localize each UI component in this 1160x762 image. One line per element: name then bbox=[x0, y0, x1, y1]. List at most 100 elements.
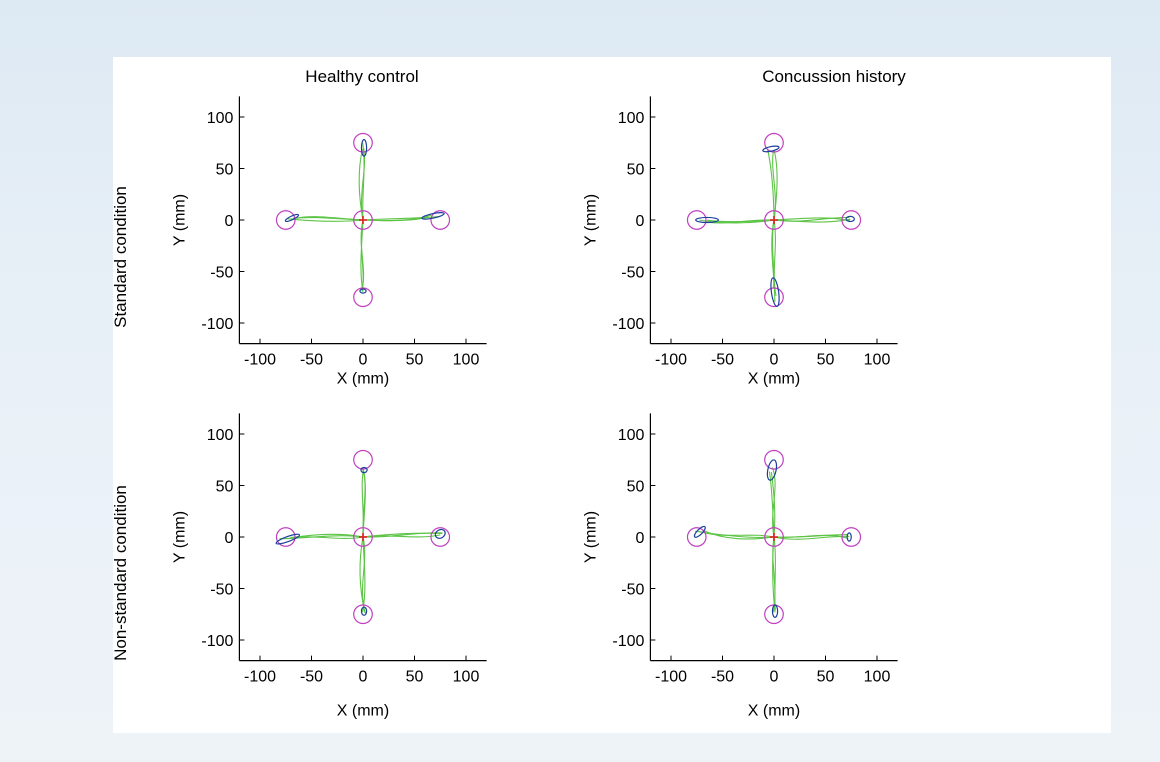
y-tick-label: -50 bbox=[210, 265, 233, 282]
y-axis-label: Y (mm) bbox=[171, 511, 188, 563]
endpoint-ellipse bbox=[845, 215, 855, 223]
plot-panel-2: -100 -50 0 50 100 100 50 0 -50 -100 X (mm) Y (mm) bbox=[582, 96, 898, 388]
y-axis-label: Y (mm) bbox=[171, 194, 188, 246]
x-tick-label: -50 bbox=[711, 352, 734, 369]
x-tick-label: -100 bbox=[655, 352, 687, 369]
endpoint-ellipse bbox=[762, 145, 780, 153]
x-tick-label: -50 bbox=[711, 669, 734, 686]
y-tick-label: 0 bbox=[224, 530, 233, 547]
endpoint-ellipse bbox=[766, 459, 778, 481]
plot-panel-1: -100 -50 0 50 100 100 50 0 -50 -100 X (mm) Y (mm) bbox=[171, 96, 487, 388]
trajectory-path bbox=[362, 216, 440, 221]
y-tick-label: 100 bbox=[618, 427, 645, 444]
x-tick-label: 100 bbox=[453, 352, 480, 369]
column-title-healthy-control: Healthy control bbox=[305, 67, 418, 86]
x-tick-label: 50 bbox=[817, 669, 835, 686]
target-circle bbox=[764, 132, 784, 153]
endpoint-ellipse bbox=[360, 139, 368, 157]
column-title-concussion-history: Concussion history bbox=[762, 67, 906, 86]
y-tick-label: -100 bbox=[201, 316, 233, 333]
y-tick-label: 100 bbox=[207, 427, 234, 444]
trajectory-path bbox=[360, 219, 365, 291]
x-tick-label: -100 bbox=[244, 352, 276, 369]
endpoint-ellipse bbox=[284, 213, 300, 223]
y-tick-label: -50 bbox=[210, 582, 233, 599]
trajectory-path bbox=[362, 216, 429, 222]
trajectory-path bbox=[360, 147, 366, 221]
target-circle bbox=[686, 210, 707, 230]
y-tick-label: 100 bbox=[618, 110, 645, 127]
figure-svg: Healthy control Concussion history Stand… bbox=[113, 67, 906, 720]
target-circle bbox=[764, 287, 784, 308]
trajectory-path bbox=[362, 534, 441, 538]
x-tick-label: -100 bbox=[244, 669, 276, 686]
trajectory-path bbox=[773, 217, 851, 222]
row-title-non-standard-condition: Non-standard condition bbox=[113, 485, 130, 661]
trajectory-path bbox=[773, 533, 849, 538]
target-circle bbox=[275, 527, 296, 547]
x-axis-label: X (mm) bbox=[748, 703, 800, 720]
x-tick-label: -100 bbox=[655, 669, 687, 686]
target-circle bbox=[353, 604, 373, 625]
trajectory-path bbox=[279, 535, 364, 540]
x-tick-label: 0 bbox=[770, 669, 779, 686]
y-axis-label: Y (mm) bbox=[582, 194, 599, 246]
y-axis-label: Y (mm) bbox=[582, 511, 599, 563]
trajectory-path bbox=[773, 218, 851, 223]
y-tick-label: -50 bbox=[621, 265, 644, 282]
x-tick-label: 0 bbox=[770, 352, 779, 369]
target-circle bbox=[764, 449, 784, 470]
y-tick-label: 50 bbox=[627, 479, 645, 496]
trajectory-path bbox=[360, 219, 364, 292]
endpoint-ellipse bbox=[275, 533, 301, 545]
x-tick-label: 50 bbox=[817, 352, 835, 369]
row-title-standard-condition: Standard condition bbox=[113, 186, 130, 328]
y-tick-label: 100 bbox=[207, 110, 234, 127]
y-tick-label: -50 bbox=[621, 582, 644, 599]
y-tick-label: 50 bbox=[216, 162, 234, 179]
trajectory-path bbox=[771, 219, 776, 302]
x-tick-label: -50 bbox=[300, 669, 323, 686]
y-tick-label: -100 bbox=[612, 633, 644, 650]
x-tick-label: 50 bbox=[406, 669, 424, 686]
plot-panel-4: -100 -50 0 50 100 100 50 0 -50 -100 X (mm) Y (mm) bbox=[582, 413, 898, 720]
target-circle bbox=[353, 132, 373, 153]
endpoint-ellipse bbox=[693, 525, 706, 538]
x-tick-label: -50 bbox=[300, 352, 323, 369]
endpoint-ellipse bbox=[434, 528, 446, 539]
x-tick-label: 0 bbox=[359, 352, 368, 369]
trajectory-path bbox=[296, 216, 364, 221]
trajectory-path bbox=[359, 536, 366, 614]
y-tick-label: 50 bbox=[216, 479, 234, 496]
x-tick-label: 100 bbox=[864, 669, 891, 686]
x-tick-label: 50 bbox=[406, 352, 424, 369]
target-circle bbox=[430, 527, 451, 547]
x-tick-label: 0 bbox=[359, 669, 368, 686]
target-circle bbox=[353, 210, 373, 230]
plot-panel-3: -100 -50 0 50 100 100 50 0 -50 -100 X (mm) Y (mm) bbox=[171, 413, 487, 720]
target-circle bbox=[841, 210, 862, 230]
x-axis-label: X (mm) bbox=[337, 371, 389, 388]
target-circle bbox=[353, 449, 373, 470]
endpoint-ellipse bbox=[360, 466, 368, 474]
target-circle bbox=[430, 210, 451, 230]
trajectory-path bbox=[362, 468, 366, 538]
endpoint-ellipse bbox=[695, 216, 719, 224]
y-tick-label: 0 bbox=[635, 530, 644, 547]
y-tick-label: 50 bbox=[627, 162, 645, 179]
trajectory-path bbox=[362, 532, 443, 538]
y-tick-label: 0 bbox=[224, 213, 233, 230]
target-circle bbox=[764, 527, 784, 547]
endpoint-ellipse bbox=[421, 212, 445, 220]
trajectory-path bbox=[773, 219, 777, 296]
x-tick-label: 100 bbox=[864, 352, 891, 369]
target-circle bbox=[764, 210, 784, 230]
x-tick-label: 100 bbox=[453, 669, 480, 686]
trajectory-path bbox=[773, 536, 776, 611]
trajectory-path bbox=[770, 471, 776, 538]
target-circle bbox=[686, 527, 707, 547]
target-circle bbox=[353, 287, 373, 308]
y-tick-label: -100 bbox=[201, 633, 233, 650]
figure-panel: Healthy control Concussion history Stand… bbox=[113, 57, 1111, 733]
endpoint-ellipse bbox=[770, 277, 780, 307]
